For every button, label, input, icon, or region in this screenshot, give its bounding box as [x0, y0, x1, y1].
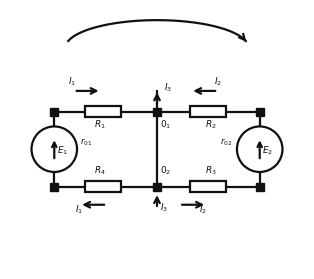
Text: $0_2$: $0_2$	[160, 164, 171, 177]
Bar	[190, 106, 226, 117]
Text: $I_2$: $I_2$	[199, 203, 207, 216]
Polygon shape	[153, 108, 161, 116]
Text: $E_2$: $E_2$	[263, 144, 273, 157]
Text: $r_{01}$: $r_{01}$	[80, 136, 92, 148]
Text: $R_1$: $R_1$	[94, 118, 106, 131]
Text: $E_1$: $E_1$	[57, 144, 68, 157]
Text: $I_3$: $I_3$	[164, 82, 172, 94]
Polygon shape	[256, 108, 263, 116]
Text: $I_3$: $I_3$	[160, 201, 169, 214]
Text: $I_1$: $I_1$	[75, 203, 83, 216]
Text: $I_2$: $I_2$	[214, 76, 222, 88]
Polygon shape	[153, 183, 161, 191]
Text: $R_3$: $R_3$	[205, 164, 217, 177]
Polygon shape	[256, 183, 263, 191]
Text: $R_2$: $R_2$	[205, 118, 217, 131]
Text: $r_{02}$: $r_{02}$	[220, 136, 233, 148]
Text: $0_1$: $0_1$	[160, 118, 172, 131]
Bar	[85, 181, 121, 192]
Text: $R_4$: $R_4$	[94, 164, 106, 177]
Polygon shape	[51, 183, 58, 191]
Text: $I_1$: $I_1$	[68, 76, 76, 88]
Bar	[190, 181, 226, 192]
Polygon shape	[51, 108, 58, 116]
Bar	[85, 106, 121, 117]
